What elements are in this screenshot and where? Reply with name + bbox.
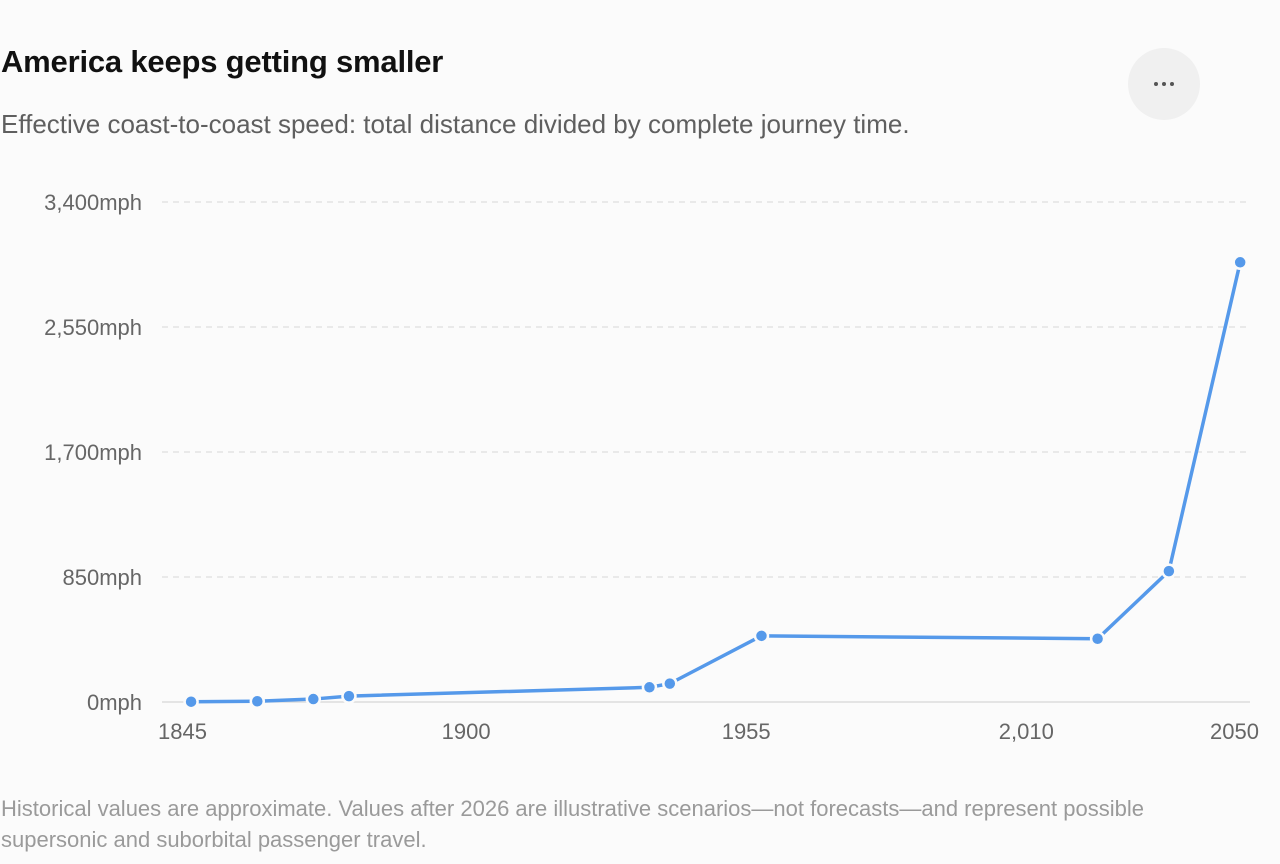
- footnote: Historical values are approximate. Value…: [1, 796, 1144, 852]
- chart-subtitle: Effective coast-to-coast speed: total di…: [1, 109, 910, 139]
- y-tick-label: 1,700mph: [44, 440, 142, 465]
- grid-lines: [162, 201, 1250, 703]
- data-point[interactable]: [1089, 631, 1106, 647]
- x-tick-label: 1955: [722, 719, 771, 744]
- data-point[interactable]: [305, 691, 322, 707]
- x-axis: 1845 1900 1955 2,010 2050: [158, 719, 1259, 744]
- data-point[interactable]: [641, 679, 658, 696]
- more-options-button[interactable]: [1128, 48, 1200, 120]
- data-point[interactable]: [249, 693, 266, 710]
- y-tick-label: 2,550mph: [44, 315, 142, 340]
- data-point[interactable]: [753, 628, 770, 644]
- y-axis: 0mph 850mph 1,700mph 2,550mph 3,400mph: [44, 190, 142, 715]
- data-point[interactable]: [1232, 254, 1248, 271]
- more-horizontal-icon: [1154, 82, 1174, 86]
- chart-title: America keeps getting smaller: [1, 44, 444, 79]
- x-tick-label: 1845: [158, 719, 207, 744]
- y-tick-label: 0mph: [87, 690, 142, 715]
- x-tick-label: 2,010: [999, 719, 1054, 744]
- data-point[interactable]: [1161, 563, 1177, 579]
- y-tick-label: 3,400mph: [44, 190, 142, 215]
- x-tick-label: 1900: [442, 719, 491, 744]
- x-tick-label: 2050: [1210, 719, 1259, 744]
- data-point[interactable]: [341, 688, 357, 704]
- data-point[interactable]: [183, 693, 199, 710]
- series-line: [189, 260, 1242, 704]
- series-layer: [183, 254, 1248, 710]
- y-tick-label: 850mph: [62, 565, 142, 590]
- data-point[interactable]: [662, 675, 678, 692]
